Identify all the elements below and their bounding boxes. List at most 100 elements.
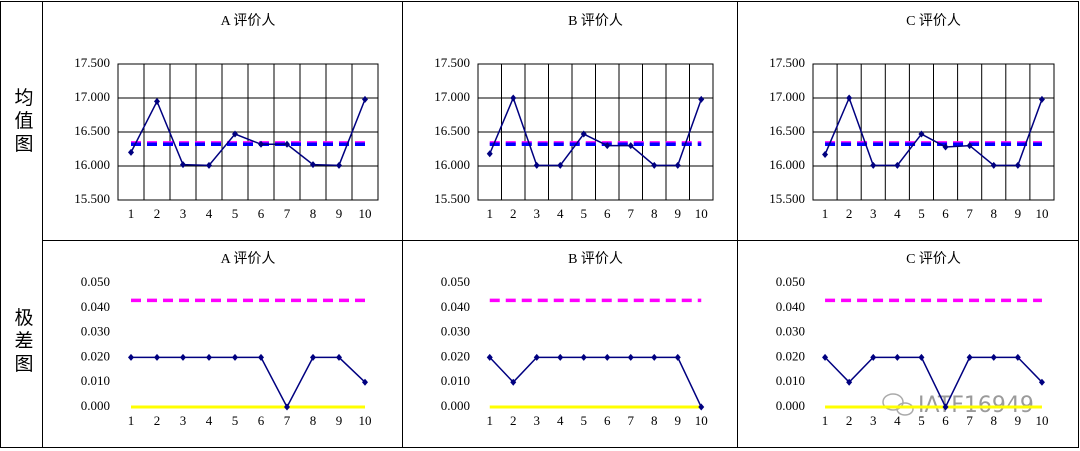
data-point xyxy=(580,130,587,138)
data-point xyxy=(486,150,493,158)
data-point xyxy=(822,150,829,158)
data-point xyxy=(651,353,658,361)
data-point xyxy=(206,353,212,361)
x-tick-label: 3 xyxy=(534,413,541,428)
x-tick-label: 1 xyxy=(487,206,494,221)
x-tick-label: 9 xyxy=(1015,413,1022,428)
plot-frame xyxy=(812,63,1055,201)
data-point xyxy=(918,130,925,138)
data-point xyxy=(336,161,342,169)
data-point xyxy=(1038,378,1045,386)
chart-title: C 评价人 xyxy=(906,251,961,267)
y-tick-label: 17.000 xyxy=(434,89,470,104)
x-tick-label: 2 xyxy=(510,413,517,428)
y-tick-label: 15.500 xyxy=(769,191,805,206)
data-point xyxy=(510,94,517,102)
x-tick-label: 3 xyxy=(534,206,541,221)
x-tick-label: 10 xyxy=(359,413,372,428)
data-point xyxy=(990,161,997,169)
chart-title: B 评价人 xyxy=(568,13,623,29)
series-line xyxy=(131,356,366,409)
x-tick-label: 4 xyxy=(894,413,901,428)
x-tick-label: 4 xyxy=(206,206,213,221)
data-point xyxy=(674,161,681,169)
x-tick-label: 8 xyxy=(651,206,658,221)
x-tick-label: 8 xyxy=(310,413,317,428)
data-point xyxy=(232,130,238,138)
data-point xyxy=(258,353,264,361)
x-tick-label: 6 xyxy=(258,413,265,428)
watermark-icon xyxy=(882,393,914,416)
x-tick-label: 7 xyxy=(628,413,635,428)
y-tick-label: 0.050 xyxy=(81,274,110,289)
y-tick-label: 0.020 xyxy=(441,348,470,363)
y-tick-label: 0.000 xyxy=(81,398,110,413)
data-point xyxy=(336,353,342,361)
x-tick-label: 4 xyxy=(557,206,564,221)
x-tick-label: 1 xyxy=(822,413,829,428)
chart-title: A 评价人 xyxy=(221,13,276,29)
series-line xyxy=(824,95,1043,167)
x-tick-label: 5 xyxy=(232,206,239,221)
row-label: 极差图 xyxy=(12,307,34,376)
y-tick-label: 16.000 xyxy=(74,157,110,172)
data-point xyxy=(990,353,997,361)
y-tick-label: 0.020 xyxy=(81,348,110,363)
x-tick-label: 2 xyxy=(510,206,517,221)
x-tick-label: 6 xyxy=(942,206,949,221)
data-point xyxy=(533,353,540,361)
data-point xyxy=(966,142,973,150)
chart-title: A 评价人 xyxy=(221,251,276,267)
x-tick-label: 4 xyxy=(557,413,564,428)
x-tick-label: 1 xyxy=(487,413,494,428)
x-tick-label: 4 xyxy=(206,413,213,428)
x-tick-label: 3 xyxy=(180,206,187,221)
x-tick-label: 7 xyxy=(966,413,973,428)
data-point xyxy=(918,353,925,361)
data-point xyxy=(232,353,238,361)
data-point xyxy=(580,353,587,361)
x-tick-label: 1 xyxy=(128,413,135,428)
row-label: 均值图 xyxy=(12,87,34,156)
y-tick-label: 16.500 xyxy=(769,123,805,138)
y-tick-label: 0.050 xyxy=(776,274,805,289)
x-tick-label: 5 xyxy=(232,413,239,428)
data-point xyxy=(870,161,877,169)
data-point xyxy=(310,353,316,361)
x-tick-label: 2 xyxy=(846,413,853,428)
x-tick-label: 3 xyxy=(180,413,187,428)
series-line xyxy=(489,356,702,408)
x-tick-label: 8 xyxy=(651,413,658,428)
data-point xyxy=(846,94,853,102)
data-point xyxy=(180,161,186,169)
data-point xyxy=(310,161,316,169)
y-tick-label: 0.030 xyxy=(81,324,110,339)
x-tick-label: 5 xyxy=(918,413,925,428)
y-tick-label: 17.500 xyxy=(434,55,470,70)
x-tick-label: 2 xyxy=(846,206,853,221)
x-tick-label: 9 xyxy=(336,413,343,428)
data-point xyxy=(510,378,517,386)
data-point xyxy=(284,140,290,148)
data-point xyxy=(557,353,564,361)
data-point xyxy=(180,353,186,361)
y-tick-label: 0.030 xyxy=(776,324,805,339)
y-tick-label: 0.040 xyxy=(776,299,805,314)
data-point xyxy=(846,378,853,386)
data-point xyxy=(362,378,368,386)
x-tick-label: 9 xyxy=(336,206,343,221)
data-point xyxy=(894,161,901,169)
y-tick-label: 0.010 xyxy=(441,373,470,388)
x-tick-label: 5 xyxy=(581,206,588,221)
data-point xyxy=(154,353,160,361)
data-point xyxy=(206,161,212,169)
x-tick-label: 10 xyxy=(695,413,708,428)
y-tick-label: 17.500 xyxy=(74,55,110,70)
x-tick-label: 7 xyxy=(966,206,973,221)
data-point xyxy=(894,353,901,361)
data-point xyxy=(822,353,829,361)
data-point xyxy=(533,161,540,169)
y-tick-label: 16.500 xyxy=(74,123,110,138)
data-point xyxy=(942,143,949,151)
